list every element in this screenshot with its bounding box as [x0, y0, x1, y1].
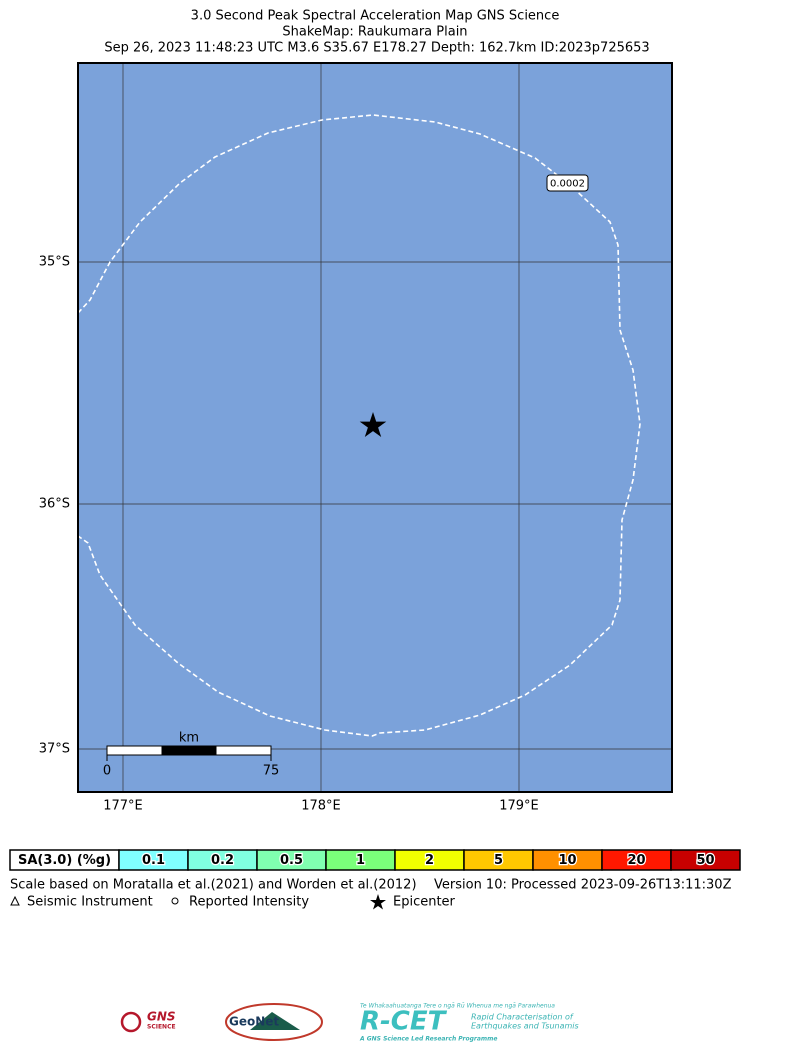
lat-label: 35°S [39, 255, 70, 270]
legend-bin-label: 5 [494, 853, 503, 868]
symbol-label: Reported Intensity [189, 895, 309, 910]
legend-bin-label: 0.5 [280, 853, 303, 868]
logo-text: A GNS Science Led Research Programme [359, 1036, 497, 1043]
version: Version 10: Processed 2023-09-26T13:11:3… [434, 878, 732, 893]
scale-bar [106, 745, 272, 761]
lat-label: 36°S [39, 497, 70, 512]
scale-end: 75 [263, 764, 280, 779]
lon-label: 177°E [103, 799, 143, 814]
map-frame [77, 62, 673, 793]
legend-bin-label: 0.1 [142, 853, 165, 868]
gns-logo: GNS SCIENCE [120, 1010, 176, 1033]
scale-note: Scale based on Moratalla et al.(2021) an… [10, 878, 417, 893]
logo-text: GNS [147, 1010, 176, 1024]
scale-unit: km [179, 731, 199, 746]
logo-text: SCIENCE [147, 1024, 176, 1031]
lon-label: 178°E [301, 799, 341, 814]
rcet-logo: Te Whakaahuatanga Tere o ngā Rū Whenua m… [359, 1003, 579, 1043]
scale-start: 0 [103, 764, 111, 779]
intensity-icon [171, 897, 179, 905]
lat-label: 37°S [39, 742, 70, 757]
legend-bin-label: 0.2 [211, 853, 234, 868]
event-info: Sep 26, 2023 11:48:23 UTC M3.6 S35.67 E1… [104, 41, 649, 56]
legend-bin-label: 20 [627, 853, 645, 868]
instrument-icon [10, 895, 20, 906]
symbol-label: Epicenter [393, 895, 456, 910]
legend-bin-label: 10 [558, 853, 576, 868]
epicenter-icon [370, 894, 386, 910]
epicenter [359, 412, 387, 437]
contour-label: 0.0002 [550, 179, 585, 190]
logo-text: Te Whakaahuatanga Tere o ngā Rū Whenua m… [360, 1003, 555, 1010]
legend-bin-label: 2 [425, 853, 434, 868]
contour-label-box [546, 174, 589, 192]
logo-text: Earthquakes and Tsunamis [471, 1022, 579, 1031]
logo-text: GeoNet [229, 1015, 279, 1029]
legend-bin-label: 1 [356, 853, 365, 868]
contour-line [77, 114, 641, 737]
title: 3.0 Second Peak Spectral Acceleration Ma… [191, 9, 560, 24]
symbol-label: Seismic Instrument [27, 895, 153, 910]
geonet-logo: GeoNet [225, 1003, 323, 1041]
legend-bin [670, 849, 741, 871]
lon-label: 179°E [499, 799, 539, 814]
legend-label: SA(3.0) (%g) [18, 853, 111, 868]
logo-text: Rapid Characterisation of [471, 1013, 574, 1022]
legend-bin-label: 50 [696, 853, 714, 868]
subtitle: ShakeMap: Raukumara Plain [282, 25, 467, 40]
logo-text: R-CET [360, 1007, 448, 1037]
graticule [78, 63, 672, 792]
